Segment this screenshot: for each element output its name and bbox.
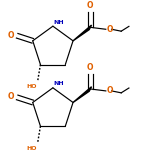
Text: O: O [7, 31, 14, 40]
Text: O: O [7, 92, 14, 101]
Text: O: O [87, 63, 94, 72]
Text: O: O [107, 86, 113, 95]
Text: HO: HO [26, 84, 37, 89]
Polygon shape [73, 87, 92, 102]
Text: NH: NH [54, 20, 64, 25]
Text: O: O [107, 25, 113, 34]
Polygon shape [73, 25, 92, 41]
Text: O: O [87, 1, 94, 10]
Text: HO: HO [26, 146, 37, 151]
Text: NH: NH [54, 81, 64, 86]
